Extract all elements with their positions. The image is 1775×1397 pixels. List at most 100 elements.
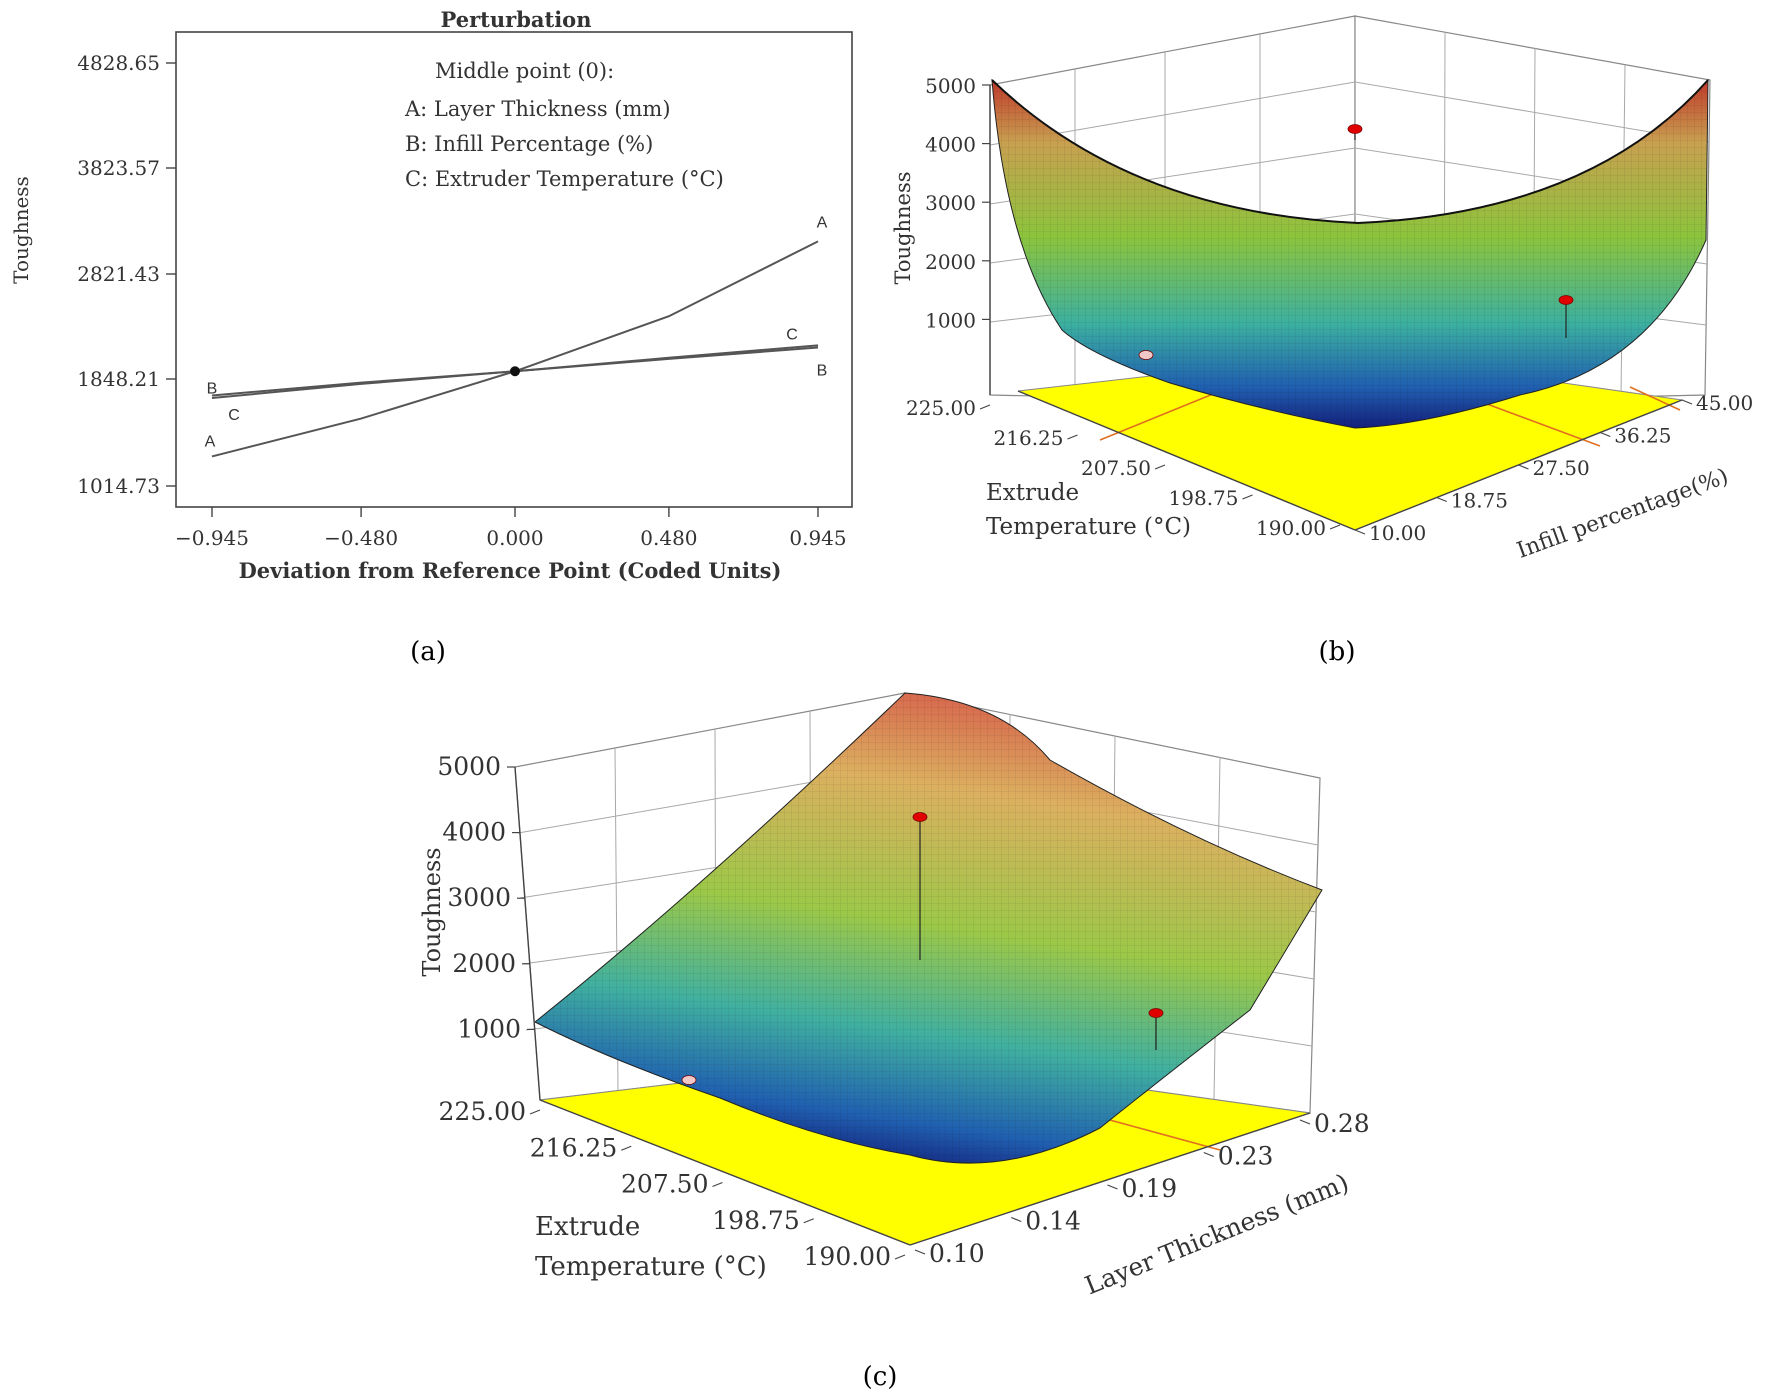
- panel-a-x-ticks: −0.945 −0.480 0.000 0.480 0.945: [175, 507, 847, 550]
- series-end-label-left-a: A: [205, 433, 216, 450]
- x-tick-mark: [1242, 494, 1253, 500]
- panel-c-axes: [514, 766, 1311, 1246]
- design-point-marker: [1138, 350, 1154, 360]
- y-tick-mark: [1011, 1216, 1022, 1223]
- x-tick-label: 0.480: [640, 526, 697, 550]
- panel-b-surface-mesh: [992, 80, 1708, 428]
- y-tick-label: 36.25: [1614, 424, 1671, 448]
- x-tick-label: 198.75: [712, 1206, 799, 1235]
- x-tick-label: 216.25: [994, 426, 1064, 450]
- x-tick-mark: [529, 1109, 541, 1115]
- y-tick-label: 45.00: [1696, 391, 1753, 415]
- y-tick-label: 0.28: [1314, 1109, 1370, 1138]
- y-tick-mark: [1681, 399, 1693, 405]
- x-tick-mark: [803, 1218, 814, 1224]
- y-tick-label: 3823.57: [77, 156, 160, 180]
- z-tick-label: 3000: [925, 191, 976, 215]
- panel-c-z-axis-label: Toughness: [418, 847, 446, 976]
- design-point-marker: [681, 1075, 697, 1085]
- panel-a-y-axis-label: Toughness: [9, 176, 33, 284]
- legend-entry-c: C: Extruder Temperature (°C): [405, 167, 724, 191]
- panel-b-x-axis-label-line2: Temperature (°C): [986, 514, 1191, 540]
- panel-b-x-axis-label-line1: Extrude: [986, 480, 1079, 506]
- z-tick-label: 5000: [925, 74, 976, 98]
- y-tick-label: 1014.73: [77, 474, 160, 498]
- x-tick-mark: [894, 1254, 906, 1260]
- y-tick-label: 0.19: [1122, 1174, 1178, 1203]
- z-tick-label: 4000: [925, 133, 976, 157]
- series-end-label-right-b: B: [817, 363, 828, 380]
- x-tick-label: 207.50: [621, 1170, 708, 1199]
- y-tick-mark: [1203, 1151, 1214, 1158]
- design-point-marker: [1558, 295, 1574, 305]
- z-tick-label: 1000: [457, 1014, 521, 1043]
- z-tick-label: 2000: [452, 949, 516, 978]
- design-point-marker: [1347, 124, 1363, 134]
- legend-heading: Middle point (0):: [435, 59, 614, 83]
- legend-entry-b: B: Infill Percentage (%): [405, 132, 653, 156]
- x-tick-mark: [712, 1181, 723, 1188]
- z-tick-label: 2000: [925, 250, 976, 274]
- z-tick-label: 1000: [925, 308, 976, 332]
- y-tick-mark: [1518, 464, 1529, 470]
- x-tick-label: 190.00: [804, 1242, 891, 1271]
- y-tick-label: 18.75: [1451, 489, 1508, 513]
- panel-a-title: Perturbation: [441, 7, 592, 32]
- panel-b-surface-back-edge: [991, 79, 1709, 225]
- panel-c-x-axis-label-line2: Temperature (°C): [535, 1252, 767, 1282]
- panel-c-surface: 10002000300040005000225.00216.25207.5019…: [418, 692, 1370, 1392]
- y-tick-mark: [1107, 1184, 1118, 1190]
- y-tick-label: 27.50: [1533, 456, 1590, 480]
- series-line-a: [211, 240, 819, 458]
- x-tick-label: 0.945: [789, 526, 846, 550]
- y-tick-mark: [914, 1249, 926, 1255]
- reference-point-marker: [510, 366, 520, 377]
- x-tick-label: −0.945: [175, 526, 249, 550]
- panel-c-ticks: 10002000300040005000225.00216.25207.5019…: [437, 752, 1369, 1271]
- x-tick-label: 207.50: [1081, 456, 1151, 480]
- panel-c-design-points: [681, 812, 1164, 1085]
- y-tick-label: 0.23: [1218, 1142, 1274, 1171]
- panel-b-z-axis-label: Toughness: [891, 171, 915, 284]
- y-tick-label: 2821.43: [77, 262, 160, 286]
- series-end-label-left-b: B: [207, 380, 218, 397]
- series-end-label-left-c: C: [228, 407, 240, 424]
- panel-c-x-axis-label-line1: Extrude: [535, 1212, 640, 1242]
- x-tick-mark: [1154, 464, 1166, 470]
- panel-c-label: (c): [863, 1362, 898, 1392]
- design-point-marker: [912, 812, 928, 822]
- panel-a-plot-frame: [175, 31, 853, 508]
- x-tick-label: 225.00: [906, 396, 976, 420]
- y-tick-mark: [1600, 431, 1611, 438]
- y-tick-label: 1848.21: [77, 367, 160, 391]
- z-tick-label: 5000: [437, 752, 501, 781]
- y-tick-mark: [1436, 496, 1447, 503]
- panel-b-ticks: 1000 2000 3000 4000 5000 225.00 216.25 207.50 19…: [906, 74, 1753, 545]
- x-tick-label: 225.00: [439, 1097, 526, 1126]
- x-tick-mark: [621, 1145, 632, 1151]
- panel-b-surface: 1000 2000 3000 4000 5000 225.00 216.25 207.50 19…: [891, 15, 1753, 667]
- x-tick-mark: [1067, 434, 1078, 440]
- series-end-label-right-a: A: [817, 214, 828, 231]
- legend-entry-a: A: Layer Thickness (mm): [404, 97, 671, 121]
- panel-c-surface-mesh: [535, 693, 1322, 1164]
- x-tick-label: 198.75: [1169, 486, 1239, 510]
- y-tick-label: 0.14: [1025, 1207, 1081, 1236]
- x-tick-label: 190.00: [1256, 516, 1326, 540]
- y-tick-label: 0.10: [929, 1239, 985, 1268]
- panel-b-design-points: [1138, 124, 1574, 360]
- panel-a-y-ticks: 1014.73 1848.21 2821.43 3823.57 4828.65: [77, 51, 176, 498]
- panel-a-label: (a): [410, 637, 446, 667]
- y-tick-label: 4828.65: [77, 51, 160, 75]
- z-tick-label: 4000: [442, 818, 506, 847]
- series-end-label-right-c: C: [786, 326, 798, 343]
- panel-b-label: (b): [1319, 637, 1356, 667]
- design-point-marker: [1148, 1008, 1164, 1018]
- x-tick-label: 0.000: [486, 526, 543, 550]
- z-tick-label: 3000: [447, 883, 511, 912]
- x-tick-mark: [979, 404, 991, 410]
- x-tick-label: 216.25: [530, 1133, 617, 1162]
- y-tick-mark: [1354, 529, 1366, 535]
